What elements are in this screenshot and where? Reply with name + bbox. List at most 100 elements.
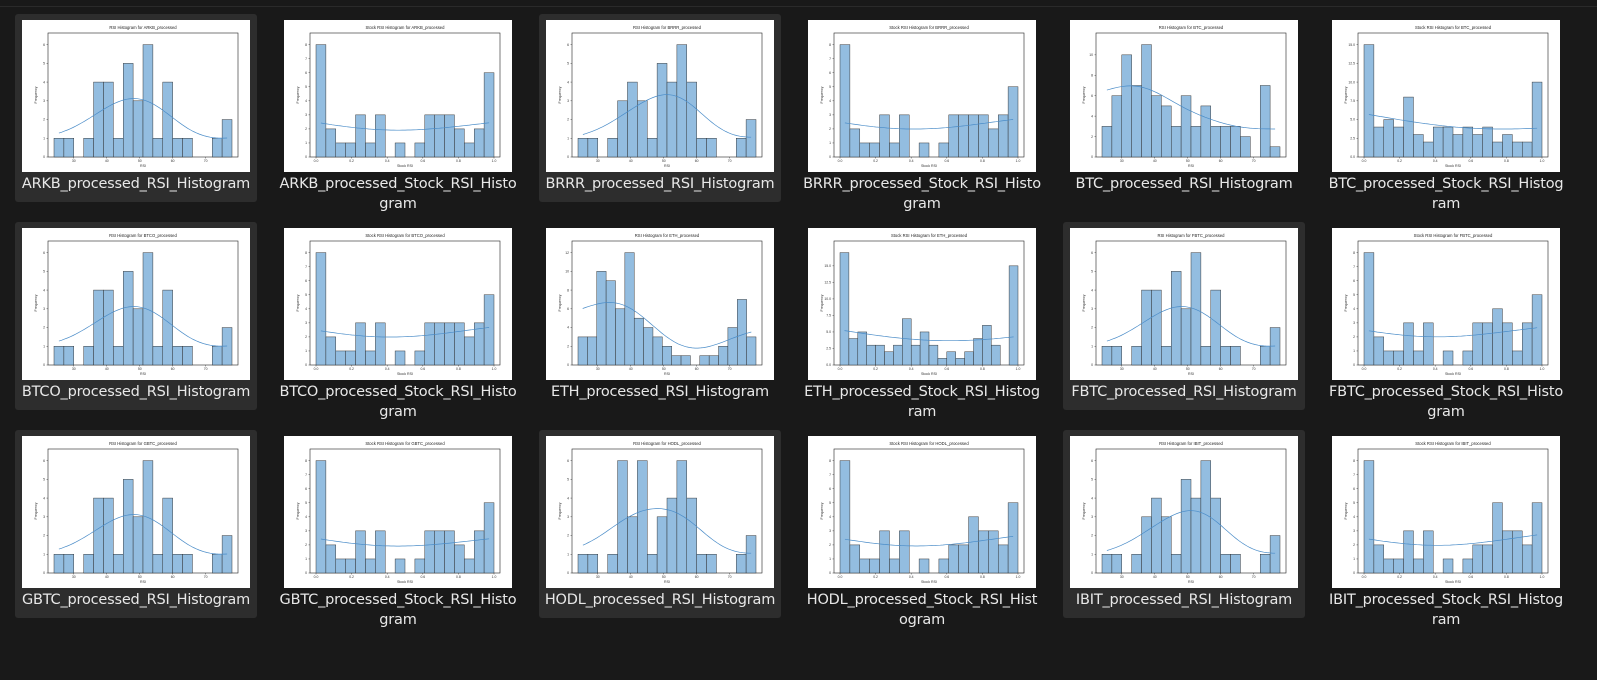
file-tile[interactable]: RSI Histogram for ETH_processed 0 2 4 6 8 10 12… xyxy=(539,222,781,410)
histogram-bar xyxy=(997,544,1009,574)
histogram-bar xyxy=(122,63,134,158)
file-tile[interactable]: Stock RSI Histogram for GBTC_processed 0 1… xyxy=(277,430,519,638)
file-tile[interactable]: RSI Histogram for BTC_processed 0 2 4 6 8 10 30… xyxy=(1063,14,1305,202)
histogram-thumbnail: RSI Histogram for GBTC_processed 0 1 2 3 4 5 6 3… xyxy=(22,436,250,588)
y-tick-label: 0 xyxy=(567,363,569,367)
histogram-bar xyxy=(627,516,638,574)
x-axis-label: Stock RSI xyxy=(1445,580,1461,584)
x-tick-label: 0.8 xyxy=(980,367,985,371)
x-tick-label: 0.4 xyxy=(385,159,390,163)
histogram-bar xyxy=(1373,544,1385,574)
y-tick-label: 6 xyxy=(567,307,569,311)
x-tick-label: 0.2 xyxy=(349,367,354,371)
histogram-bar xyxy=(948,114,959,158)
histogram-bar xyxy=(1180,308,1192,366)
histogram-bar xyxy=(587,336,597,366)
x-tick-label: 30 xyxy=(72,159,76,163)
x-tick-label: 1.0 xyxy=(1540,159,1545,163)
y-tick-label: 1 xyxy=(567,136,569,140)
file-tile[interactable]: Stock RSI Histogram for ARKB_processed 0 1… xyxy=(277,14,519,222)
x-tick-label: 0.6 xyxy=(944,159,949,163)
x-tick-label: 60 xyxy=(695,575,699,579)
x-tick-label: 30 xyxy=(72,575,76,579)
histogram-bar xyxy=(978,530,989,574)
chart-title: Stock RSI Histogram for BTC_processed xyxy=(1415,25,1492,30)
histogram-bar xyxy=(735,554,747,574)
x-tick-label: 0.8 xyxy=(456,159,461,163)
histogram-bar xyxy=(335,350,346,366)
y-tick-label: 1 xyxy=(1353,557,1355,561)
file-tile[interactable]: Stock RSI Histogram for BTC_processed 0.0… xyxy=(1325,14,1567,222)
histogram-bar xyxy=(1512,141,1523,158)
chart-title: RSI Histogram for BTC_processed xyxy=(1159,25,1224,30)
file-tile[interactable]: Stock RSI Histogram for BTCO_processed 0 1… xyxy=(277,222,519,430)
histogram-bar xyxy=(1170,126,1182,158)
y-tick-label: 4 xyxy=(1091,288,1093,292)
file-tile[interactable]: Stock RSI Histogram for HODL_processed 0 1… xyxy=(801,430,1043,638)
file-tile[interactable]: Stock RSI Histogram for BRRR_processed 0 1… xyxy=(801,14,1043,222)
file-tile[interactable]: RSI Histogram for IBIT_processed 0 1 2 3 4 5 6 3… xyxy=(1063,430,1305,618)
histogram-bar xyxy=(937,358,948,366)
histogram-bar xyxy=(473,128,485,158)
histogram-bar xyxy=(596,271,607,366)
histogram-bar xyxy=(483,294,495,366)
histogram-bar xyxy=(345,350,356,366)
histogram-thumbnail: RSI Histogram for ETH_processed 0 2 4 6 8 10 12… xyxy=(546,228,774,380)
x-axis-label: RSI xyxy=(1188,164,1194,168)
file-tile[interactable]: RSI Histogram for FBTC_processed 0 1 2 3 4 5 6 3… xyxy=(1063,222,1305,410)
histogram-thumbnail: RSI Histogram for IBIT_processed 0 1 2 3 4 5 6 3… xyxy=(1070,436,1298,588)
histogram-bar xyxy=(676,460,688,574)
histogram-chart: RSI Histogram for ETH_processed 0 2 4 6 8 10 12… xyxy=(558,233,763,376)
histogram-bar xyxy=(1512,350,1523,366)
y-tick-label: 1 xyxy=(829,557,831,561)
file-tile[interactable]: RSI Histogram for ARKB_processed 0 1 2 3 4 5 6 3… xyxy=(15,14,257,202)
x-tick-label: 0.8 xyxy=(456,575,461,579)
file-name-label: FBTC_processed_RSI_Histogram xyxy=(1071,384,1297,400)
y-tick-label: 6 xyxy=(43,251,45,255)
file-tile[interactable]: RSI Histogram for GBTC_processed 0 1 2 3 4 5 6 3… xyxy=(15,430,257,618)
histogram-bar xyxy=(587,138,599,158)
kde-curve xyxy=(1106,510,1276,554)
histogram-bar xyxy=(434,114,445,158)
histogram-bar xyxy=(1200,105,1212,158)
kde-curve xyxy=(1368,327,1538,338)
histogram-bar xyxy=(1161,105,1172,158)
file-tile[interactable]: RSI Histogram for BTCO_processed 0 1 2 3 4 5 6 3… xyxy=(15,222,257,410)
y-tick-label: 12 xyxy=(565,251,569,255)
file-tile[interactable]: Stock RSI Histogram for IBIT_processed 0 1… xyxy=(1325,430,1567,638)
histogram-bar xyxy=(53,346,65,366)
x-tick-label: 0.4 xyxy=(385,575,390,579)
chart-title: Stock RSI Histogram for ARKB_processed xyxy=(366,25,446,30)
histogram-bar xyxy=(132,100,144,158)
chart-title: RSI Histogram for ARKB_processed xyxy=(109,25,177,30)
histogram-bar xyxy=(483,72,495,158)
histogram-bar xyxy=(1210,289,1221,366)
histogram-bar xyxy=(910,344,921,366)
x-axis-label: RSI xyxy=(664,580,670,584)
x-tick-label: 40 xyxy=(105,159,109,163)
histogram-bar xyxy=(902,318,912,366)
y-tick-label: 4 xyxy=(567,326,569,330)
file-tile[interactable]: Stock RSI Histogram for ETH_processed 0.0… xyxy=(801,222,1043,430)
histogram-bar xyxy=(1442,558,1454,574)
x-tick-label: 1.0 xyxy=(1540,367,1545,371)
histogram-bar xyxy=(1200,346,1212,366)
histogram-bar xyxy=(991,344,1001,366)
histogram-bar xyxy=(1220,346,1231,366)
y-tick-label: 2 xyxy=(567,344,569,348)
histogram-bar xyxy=(152,554,164,574)
y-tick-label: 3 xyxy=(567,99,569,103)
chart-title: RSI Histogram for FBTC_processed xyxy=(1157,233,1225,238)
file-tile[interactable]: RSI Histogram for BRRR_processed 0 1 2 3 4 5 6 3… xyxy=(539,14,781,202)
histogram-bar xyxy=(1161,346,1172,366)
file-tile[interactable]: Stock RSI Histogram for FBTC_processed 0 1… xyxy=(1325,222,1567,430)
histogram-bar xyxy=(978,114,989,158)
kde-curve xyxy=(320,538,490,547)
histogram-bar xyxy=(1482,322,1493,366)
y-tick-label: 0 xyxy=(1091,571,1093,575)
y-tick-label: 6 xyxy=(1353,487,1355,491)
histogram-bar xyxy=(375,530,386,574)
histogram-bar xyxy=(607,138,618,158)
file-tile[interactable]: RSI Histogram for HODL_processed 0 1 2 3 4 5 6 3… xyxy=(539,430,781,618)
x-tick-label: 1.0 xyxy=(1016,367,1021,371)
